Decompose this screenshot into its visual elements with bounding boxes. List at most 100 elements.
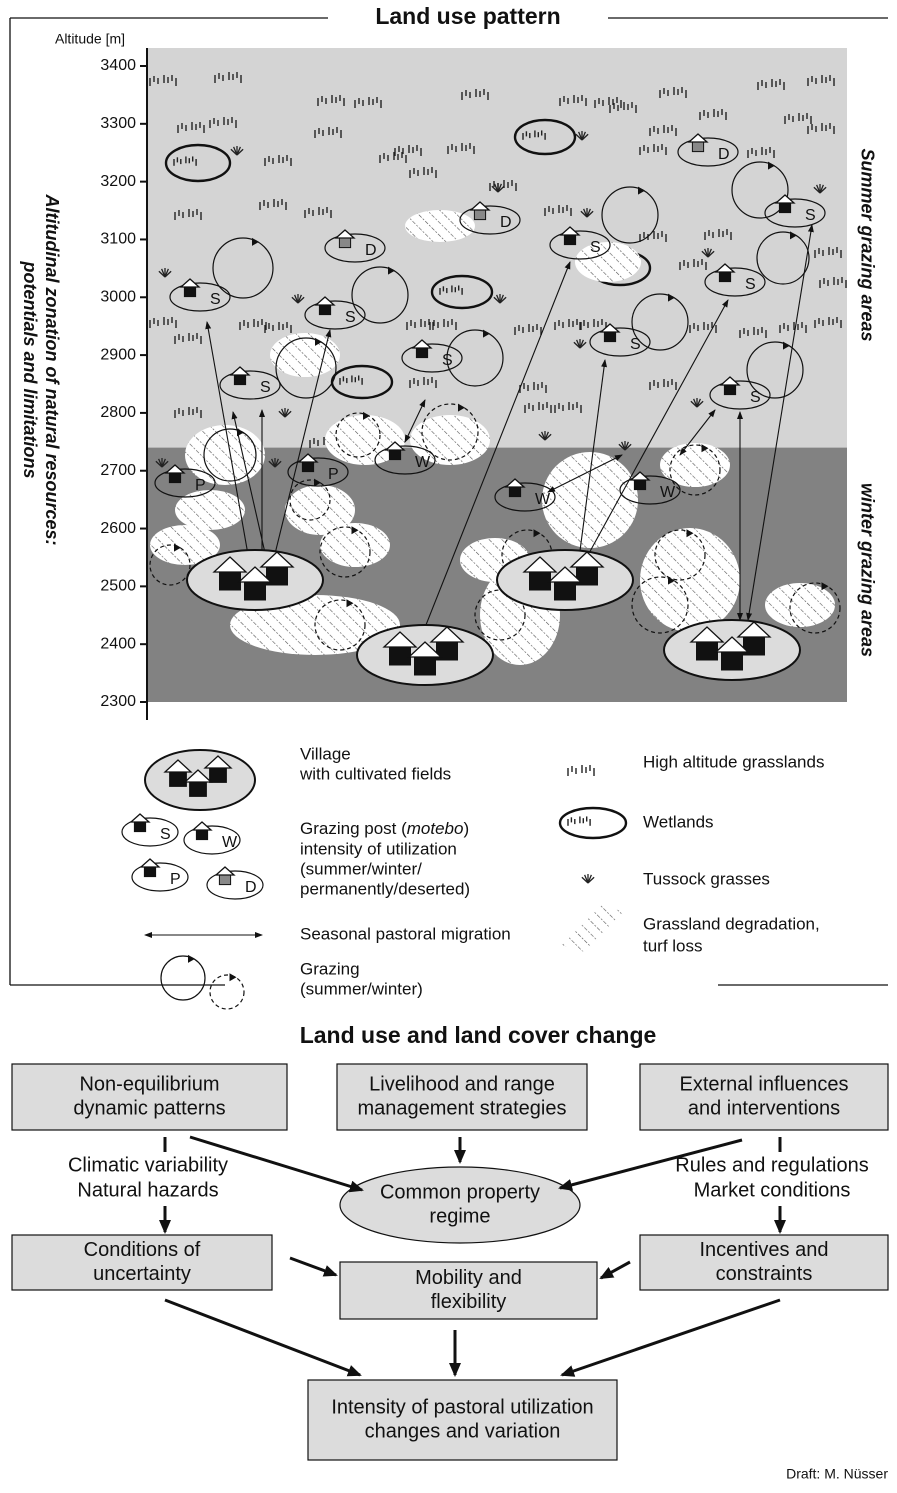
grassland-icon bbox=[699, 109, 727, 120]
grassland-icon bbox=[567, 765, 595, 776]
house-icon bbox=[547, 566, 583, 601]
house-roof bbox=[384, 441, 406, 451]
house-body bbox=[183, 286, 197, 298]
house-icon bbox=[237, 566, 273, 601]
tick-label: 3300 bbox=[100, 115, 136, 132]
post-letter: P bbox=[195, 477, 206, 494]
node-label: constraints bbox=[716, 1263, 813, 1285]
zone-label: Summer grazing areas bbox=[857, 148, 877, 341]
house-roof bbox=[382, 631, 418, 648]
house-roof bbox=[547, 566, 583, 583]
tussock-stroke bbox=[236, 148, 244, 156]
node-box bbox=[339, 1261, 598, 1320]
grazing-circle bbox=[209, 974, 245, 1010]
grassland-icon bbox=[757, 79, 785, 90]
tussock-stroke bbox=[707, 250, 715, 258]
label: Tussock grasses bbox=[643, 869, 770, 888]
grassland-icon bbox=[447, 143, 475, 154]
house-icon bbox=[191, 821, 213, 841]
house-body bbox=[414, 656, 436, 676]
post-letter: D bbox=[500, 214, 512, 231]
side-label-line: Altitudinal zonation of natural resource… bbox=[42, 193, 62, 545]
zone-label: winter grazing areas bbox=[857, 483, 877, 657]
post-letter: D bbox=[245, 879, 257, 896]
degradation-legend bbox=[560, 905, 625, 952]
degradation-area bbox=[765, 583, 835, 627]
node-label: Common property bbox=[380, 1181, 540, 1203]
house-roof bbox=[714, 636, 750, 653]
house-roof bbox=[259, 551, 295, 568]
house-roof bbox=[629, 471, 651, 481]
house-icon bbox=[297, 453, 319, 473]
post-ellipse bbox=[589, 327, 651, 357]
grazing-arrow bbox=[821, 582, 829, 591]
house-roof bbox=[212, 556, 248, 573]
grazing-circle bbox=[212, 237, 274, 299]
node-ellipse bbox=[339, 1166, 581, 1244]
post-ellipse bbox=[549, 230, 611, 260]
node-label: flexibility bbox=[431, 1291, 507, 1313]
post-ellipse bbox=[169, 282, 231, 312]
house-roof bbox=[229, 366, 251, 376]
factor-label: Rules and regulations bbox=[675, 1154, 868, 1176]
node-label: and interventions bbox=[688, 1097, 840, 1119]
house-roof bbox=[504, 478, 526, 488]
degradation-area bbox=[270, 333, 340, 377]
house-roof bbox=[407, 641, 443, 658]
post-ellipse bbox=[131, 862, 189, 892]
grazing-circle bbox=[731, 161, 789, 219]
side-label: Altitudinal zonation of natural resource… bbox=[20, 193, 62, 545]
grassland-icon bbox=[559, 95, 587, 106]
tick-label: 2700 bbox=[100, 462, 136, 479]
grassland-icon bbox=[649, 125, 677, 136]
house-icon bbox=[687, 133, 709, 153]
grazing-arrow bbox=[768, 161, 775, 170]
grassland-icon bbox=[174, 407, 202, 418]
house-body bbox=[233, 374, 247, 386]
label: (summer/winter) bbox=[300, 979, 423, 998]
house-roof bbox=[559, 226, 581, 236]
grassland-icon bbox=[522, 130, 546, 140]
grassland-icon bbox=[704, 229, 732, 240]
house-body bbox=[189, 781, 207, 797]
house-body bbox=[389, 646, 411, 666]
house-body bbox=[778, 202, 792, 214]
house-icon bbox=[559, 226, 581, 246]
tussock-stroke bbox=[164, 270, 172, 278]
post-letter: D bbox=[365, 242, 377, 259]
degradation-area bbox=[320, 523, 390, 567]
node-label: Incentives and bbox=[700, 1239, 829, 1261]
house-icon bbox=[411, 339, 433, 359]
grassland-icon bbox=[173, 156, 197, 166]
grassland-icon bbox=[747, 147, 775, 158]
degradation-area bbox=[405, 210, 475, 242]
house-icon bbox=[164, 464, 186, 484]
house-icon bbox=[689, 626, 725, 661]
house-body bbox=[388, 449, 402, 461]
flow-arrow bbox=[560, 1298, 781, 1377]
house-icon bbox=[334, 229, 356, 249]
house-icon bbox=[719, 376, 741, 396]
tussock-icon bbox=[230, 146, 244, 156]
tick-label: 2300 bbox=[100, 693, 136, 710]
tussock-icon bbox=[491, 183, 505, 193]
grassland-icon bbox=[339, 375, 363, 385]
tussock-icon bbox=[158, 268, 172, 278]
node-label: External influences bbox=[680, 1073, 849, 1095]
grazing-arrow bbox=[252, 237, 259, 246]
tick-label: 3000 bbox=[100, 288, 136, 305]
grazing-arrow bbox=[229, 973, 237, 982]
tussock-stroke bbox=[161, 460, 169, 468]
house-body bbox=[244, 581, 266, 601]
degradation-area bbox=[185, 425, 265, 485]
house-roof bbox=[736, 621, 772, 638]
house-icon bbox=[714, 636, 750, 671]
label: with cultivated fields bbox=[299, 764, 451, 783]
post-ellipse bbox=[206, 870, 264, 900]
flow-arrow bbox=[289, 1256, 338, 1277]
factor-label: Natural hazards bbox=[77, 1179, 218, 1201]
grazing-arrow bbox=[174, 543, 181, 552]
house-icon bbox=[714, 263, 736, 283]
node-box bbox=[11, 1234, 273, 1291]
house-body bbox=[691, 141, 705, 153]
